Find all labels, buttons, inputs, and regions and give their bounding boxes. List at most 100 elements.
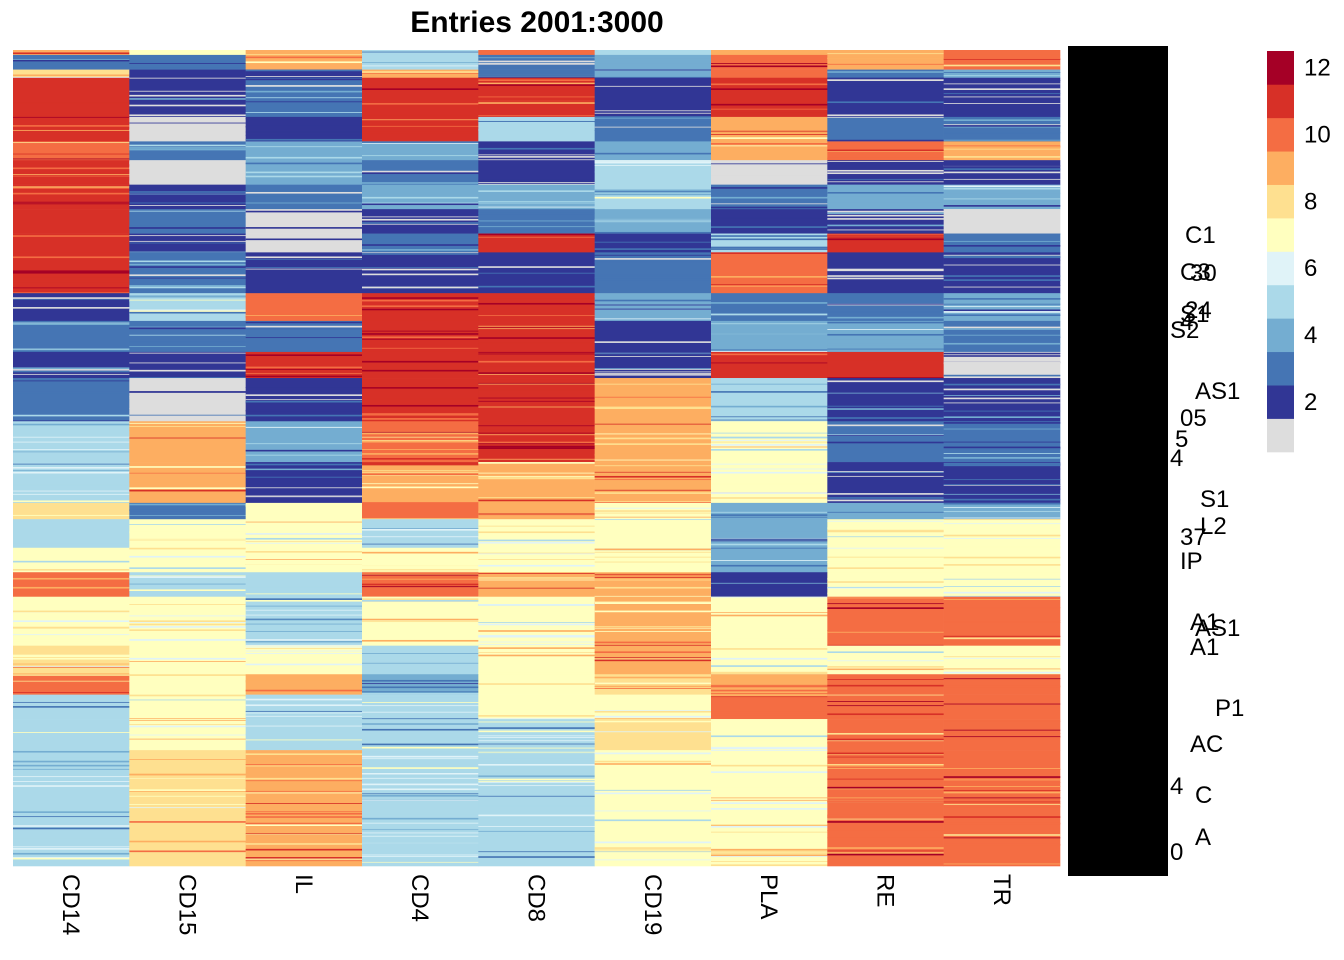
heatmap-cell-stripe bbox=[478, 115, 595, 117]
heatmap-cell-stripe bbox=[711, 711, 828, 714]
heatmap-cell-stripe bbox=[711, 323, 828, 325]
heatmap-cell-stripe bbox=[129, 94, 246, 97]
heatmap-cell-stripe bbox=[594, 374, 712, 376]
heatmap-cell-stripe bbox=[478, 120, 595, 122]
heatmap-cell-stripe bbox=[478, 537, 595, 538]
heatmap-cell bbox=[594, 694, 712, 720]
heatmap-cell-stripe bbox=[594, 318, 712, 320]
heatmap-cell-stripe bbox=[362, 172, 479, 175]
heatmap-cell-stripe bbox=[478, 327, 595, 329]
heatmap-cell-stripe bbox=[594, 676, 712, 679]
row-label: AC bbox=[1190, 731, 1223, 758]
heatmap-cell-stripe bbox=[13, 776, 130, 778]
heatmap-cell-stripe bbox=[711, 514, 828, 516]
heatmap-cell-stripe bbox=[362, 483, 479, 485]
heatmap-cell-stripe bbox=[129, 166, 246, 169]
heatmap-cell bbox=[827, 233, 944, 253]
heatmap-cell-stripe bbox=[13, 59, 130, 62]
heatmap-cell-stripe bbox=[13, 116, 130, 118]
heatmap-cell-stripe bbox=[711, 848, 828, 851]
heatmap-cell-stripe bbox=[478, 764, 595, 765]
legend-swatch bbox=[1267, 151, 1294, 185]
heatmap-cell-stripe bbox=[711, 612, 828, 614]
heatmap-cell-stripe bbox=[129, 652, 246, 654]
heatmap-cell-stripe bbox=[594, 556, 712, 558]
heatmap-cell-stripe bbox=[13, 298, 130, 300]
heatmap-cell-stripe bbox=[362, 662, 479, 664]
heatmap-cell-stripe bbox=[594, 534, 712, 536]
heatmap-cell-stripe bbox=[827, 392, 944, 394]
heatmap-cell-stripe bbox=[711, 614, 828, 617]
heatmap-cell-stripe bbox=[711, 648, 828, 650]
heatmap-cell-stripe bbox=[943, 119, 1061, 121]
heatmap-cell-stripe bbox=[478, 372, 595, 374]
heatmap-cell-stripe bbox=[594, 548, 712, 551]
heatmap-cell-stripe bbox=[594, 276, 712, 279]
row-label: A1 bbox=[1190, 609, 1219, 636]
heatmap-cell-stripe bbox=[594, 685, 712, 688]
heatmap-cell-stripe bbox=[478, 672, 595, 675]
heatmap-cell-stripe bbox=[362, 502, 479, 503]
heatmap-cell-stripe bbox=[129, 718, 246, 720]
heatmap-cell-stripe bbox=[711, 856, 828, 858]
heatmap-cell-stripe bbox=[711, 103, 828, 106]
heatmap-cell-stripe bbox=[594, 688, 712, 689]
heatmap-cell bbox=[827, 694, 944, 720]
heatmap-cell-stripe bbox=[711, 226, 828, 228]
heatmap-cell-stripe bbox=[478, 647, 595, 649]
heatmap-cell-stripe bbox=[711, 493, 828, 495]
heatmap-cell-stripe bbox=[13, 701, 130, 703]
heatmap-cell bbox=[711, 378, 828, 422]
heatmap-cell-stripe bbox=[478, 353, 595, 355]
heatmap-cell-stripe bbox=[13, 825, 130, 827]
heatmap-cell-stripe bbox=[129, 193, 246, 195]
heatmap-cell-stripe bbox=[943, 125, 1061, 128]
heatmap-cell-stripe bbox=[245, 325, 363, 328]
row-label: 4 bbox=[1170, 773, 1183, 800]
heatmap-cell-stripe bbox=[943, 517, 1061, 519]
heatmap-cell-stripe bbox=[478, 477, 595, 480]
heatmap-cell-stripe bbox=[478, 635, 595, 638]
heatmap-cell-stripe bbox=[711, 136, 828, 138]
heatmap-cell-stripe bbox=[478, 360, 595, 363]
heatmap-cell-stripe bbox=[943, 635, 1061, 637]
heatmap-cell-stripe bbox=[827, 424, 944, 427]
heatmap-cell bbox=[245, 502, 363, 520]
heatmap-cell-stripe bbox=[129, 310, 246, 312]
heatmap-cell-stripe bbox=[827, 567, 944, 569]
heatmap-cell-stripe bbox=[478, 513, 595, 515]
heatmap-cell-stripe bbox=[943, 240, 1061, 242]
heatmap-cell-stripe bbox=[362, 462, 479, 465]
heatmap-cell-stripe bbox=[827, 786, 944, 789]
heatmap-cell-stripe bbox=[827, 764, 944, 766]
heatmap-cell-stripe bbox=[711, 353, 828, 356]
heatmap-cell-stripe bbox=[711, 276, 828, 279]
heatmap-cell-stripe bbox=[13, 449, 130, 450]
heatmap-cell-stripe bbox=[13, 276, 130, 278]
heatmap-cell-stripe bbox=[827, 556, 944, 558]
heatmap-cell-stripe bbox=[362, 143, 479, 144]
heatmap-cell-stripe bbox=[711, 786, 828, 788]
heatmap-cell-stripe bbox=[129, 227, 246, 229]
heatmap-cell-stripe bbox=[245, 85, 363, 87]
heatmap-cell-stripe bbox=[594, 369, 712, 370]
heatmap-cell-stripe bbox=[13, 781, 130, 782]
heatmap-cell-stripe bbox=[245, 843, 363, 845]
heatmap-cell-stripe bbox=[13, 500, 130, 503]
heatmap-cell-stripe bbox=[245, 521, 363, 523]
heatmap-cell-stripe bbox=[711, 440, 828, 441]
heatmap-cell-stripe bbox=[245, 443, 363, 445]
heatmap-cell-stripe bbox=[245, 449, 363, 452]
heatmap-cell-stripe bbox=[129, 738, 246, 740]
heatmap-cell-stripe bbox=[478, 551, 595, 553]
heatmap-cell bbox=[362, 141, 479, 161]
heatmap-cell-stripe bbox=[827, 814, 944, 817]
heatmap-cell-stripe bbox=[362, 62, 479, 64]
heatmap-cell bbox=[362, 462, 479, 504]
heatmap-cell-stripe bbox=[478, 159, 595, 161]
heatmap-cell-stripe bbox=[943, 156, 1061, 158]
heatmap-cell-stripe bbox=[245, 858, 363, 860]
heatmap-cell-stripe bbox=[478, 266, 595, 268]
heatmap-cell-stripe bbox=[13, 673, 130, 676]
heatmap-cell bbox=[943, 674, 1061, 695]
